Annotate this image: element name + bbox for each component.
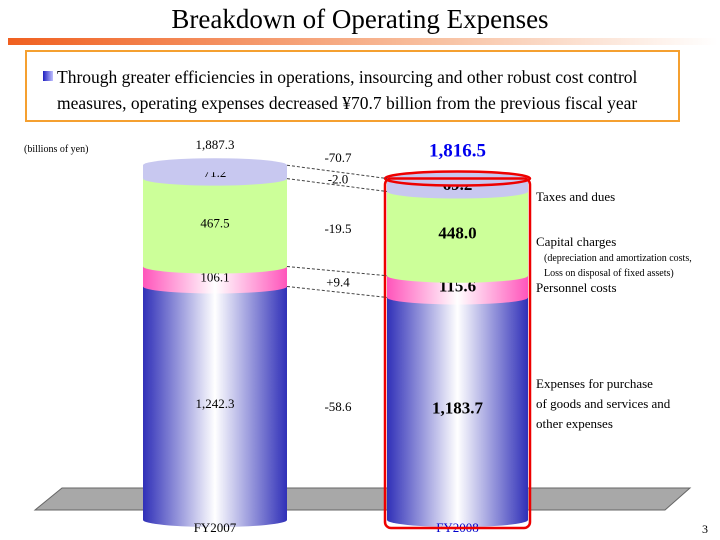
- segment-FY2008-0: [387, 297, 528, 520]
- page-number: 3: [702, 522, 708, 536]
- segment-FY2008-2: [387, 191, 528, 276]
- total-change: -70.7: [324, 150, 352, 165]
- segment-cap-3: [143, 171, 287, 186]
- legend-text: Personnel costs: [536, 280, 617, 295]
- page-title: Breakdown of Operating Expenses: [171, 4, 549, 34]
- change-label: +9.4: [326, 275, 350, 290]
- total-label: 1,816.5: [429, 140, 486, 161]
- segment-cap-1: [143, 279, 287, 294]
- change-label: -2.0: [328, 171, 349, 186]
- highlight-top: [383, 170, 532, 187]
- summary-text: Through greater efficiencies in operatio…: [57, 67, 638, 113]
- segment-cap-0: [143, 513, 287, 527]
- unit-label: (billions of yen): [24, 144, 89, 155]
- total-label: 1,887.3: [196, 137, 235, 152]
- segment-FY2007-0: [143, 286, 287, 520]
- summary-box: Through greater efficiencies in operatio…: [25, 50, 680, 122]
- legend-text: Expenses for purchase: [536, 376, 653, 391]
- bullet-icon: [43, 71, 53, 81]
- segment-cap-1: [387, 290, 528, 305]
- legend-text: of goods and services and: [536, 396, 671, 411]
- connector-line: [286, 164, 388, 179]
- top-cap: [143, 158, 287, 173]
- category-label: FY2007: [194, 520, 237, 535]
- segment-label: 1,183.7: [432, 399, 484, 418]
- segment-label: 467.5: [200, 216, 229, 231]
- connector-line: [286, 285, 388, 298]
- segment-FY2007-2: [143, 178, 287, 267]
- legend-text: Taxes and dues: [536, 189, 615, 204]
- chart-floor: [33, 487, 692, 511]
- segment-label: 448.0: [438, 224, 476, 243]
- highlight-outline: [383, 177, 532, 530]
- connector-line: [286, 178, 388, 193]
- legend-text: Loss on disposal of fixed assets): [544, 268, 674, 279]
- change-label: -58.6: [324, 399, 352, 414]
- segment-cap-2: [387, 268, 528, 283]
- legend-text: (depreciation and amortization costs,: [544, 253, 692, 264]
- segment-label: 1,242.3: [196, 396, 235, 411]
- segment-cap-3: [387, 184, 528, 199]
- segment-cap-2: [143, 259, 287, 274]
- connector-line: [286, 266, 388, 277]
- title-underline: [8, 38, 718, 45]
- change-label: -19.5: [324, 221, 351, 236]
- legend-text: other expenses: [536, 416, 613, 431]
- legend-text: Capital charges: [536, 234, 616, 249]
- segment-cap-0: [387, 513, 528, 527]
